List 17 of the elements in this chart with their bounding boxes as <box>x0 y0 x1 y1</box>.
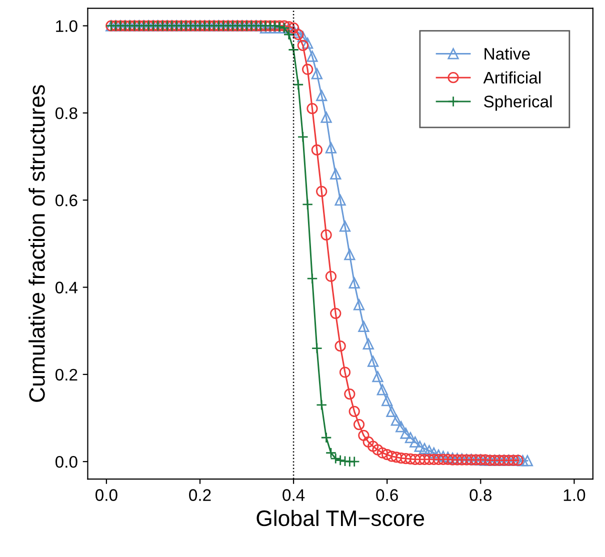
x-tick-label: 0.8 <box>470 489 492 501</box>
legend-label: Native <box>484 47 530 60</box>
x-tick-label: 0.0 <box>96 489 118 501</box>
x-tick-label: 1.0 <box>564 489 586 501</box>
y-tick-label: 0.6 <box>55 194 78 206</box>
y-axis-title: Cumulative fraction of structures <box>28 85 45 402</box>
x-axis-title: Global TM−score <box>256 510 424 526</box>
legend-label: Spherical <box>484 95 552 111</box>
y-tick-label: 0.0 <box>55 456 78 468</box>
x-tick-label: 0.2 <box>189 489 211 501</box>
legend-label: Artificial <box>483 71 540 84</box>
y-tick-label: 0.4 <box>55 282 78 294</box>
x-tick-label: 0.6 <box>376 489 398 501</box>
x-tick-label: 0.4 <box>282 489 305 501</box>
y-tick-label: 1.0 <box>56 20 78 32</box>
y-tick-label: 0.2 <box>55 368 78 381</box>
y-tick-label: 0.8 <box>55 107 78 120</box>
